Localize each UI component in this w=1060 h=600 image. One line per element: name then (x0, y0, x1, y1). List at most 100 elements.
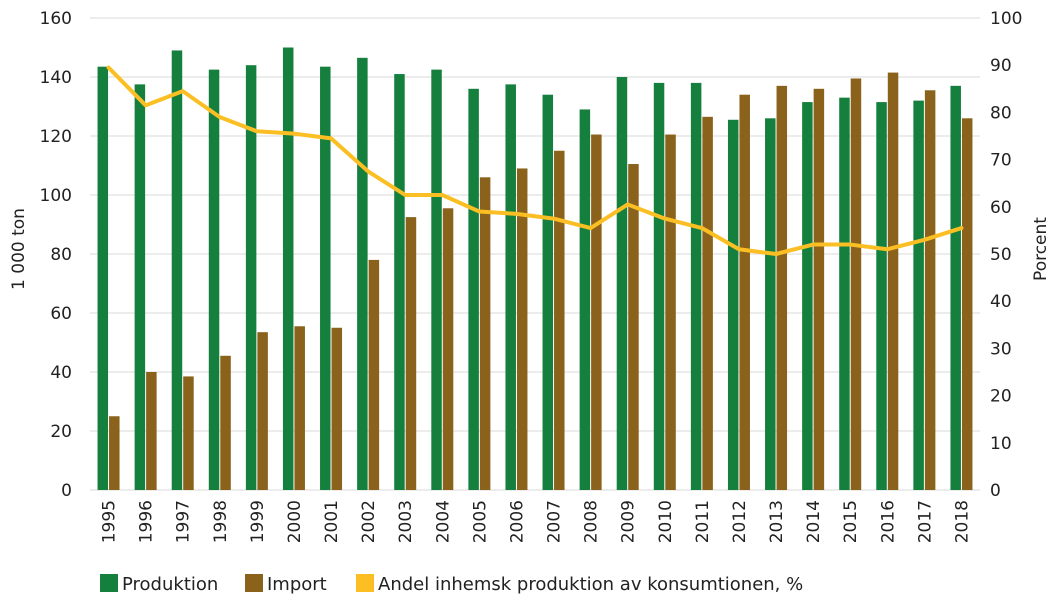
legend-swatch-produktion (100, 574, 118, 592)
x-tick-label-2001: 2001 (322, 500, 342, 543)
x-tick-label-2009: 2009 (619, 500, 639, 543)
bar-produktion-2001 (320, 66, 331, 491)
bar-produktion-2007 (542, 94, 554, 490)
bar-import-2001 (331, 327, 343, 490)
bar-produktion-2008 (579, 109, 591, 490)
bar-import-2008 (591, 134, 602, 490)
x-tick-label-2006: 2006 (507, 500, 527, 543)
left-axis-title: 1 000 ton (9, 208, 29, 290)
bar-produktion-2012 (727, 119, 739, 491)
bar-import-2015 (850, 78, 862, 490)
x-tick-label-2015: 2015 (841, 500, 861, 543)
line-series-group (106, 65, 964, 256)
bar-produktion-1996 (134, 84, 146, 490)
bar-produktion-2004 (431, 69, 442, 490)
legend: Produktion Import Andel inhemsk produkti… (100, 574, 803, 595)
bar-produktion-2011 (690, 82, 702, 491)
bar-produktion-2000 (282, 47, 294, 490)
x-tick-label-2000: 2000 (285, 500, 305, 543)
bar-series-group (97, 47, 973, 491)
legend-label-import: Import (267, 574, 327, 595)
right-tick-label: 70 (990, 151, 1012, 171)
bar-produktion-1997 (171, 50, 183, 490)
right-tick-label: 30 (990, 339, 1012, 359)
x-tick-label-2011: 2011 (693, 500, 713, 543)
bar-produktion-2015 (839, 97, 850, 491)
x-tick-label-1998: 1998 (211, 500, 231, 543)
bar-produktion-2009 (616, 77, 628, 490)
x-tick-label-2014: 2014 (804, 500, 824, 543)
bar-import-2009 (628, 164, 639, 490)
bar-import-2016 (887, 72, 899, 490)
bar-produktion-2016 (876, 102, 887, 490)
right-tick-label: 90 (990, 56, 1012, 76)
bar-produktion-2002 (357, 57, 368, 490)
legend-swatch-import (245, 574, 263, 592)
bar-produktion-1998 (208, 69, 220, 490)
x-tick-label-2008: 2008 (582, 500, 602, 543)
x-tick-label-2013: 2013 (767, 500, 787, 543)
bar-produktion-2014 (802, 102, 813, 490)
right-tick-label: 50 (990, 245, 1012, 265)
bar-import-1995 (109, 416, 120, 490)
bar-import-2013 (776, 85, 788, 490)
x-tick-label-2018: 2018 (952, 500, 972, 543)
legend-swatch-andel (356, 574, 374, 592)
right-tick-label: 20 (990, 387, 1012, 407)
bar-import-2003 (405, 217, 417, 490)
left-tick-label: 20 (50, 422, 72, 442)
x-tick-label-1995: 1995 (100, 500, 120, 543)
left-tick-label: 120 (40, 127, 72, 147)
line-andel-series (106, 65, 964, 256)
left-tick-label: 100 (40, 186, 72, 206)
bar-import-1996 (146, 372, 157, 490)
bar-import-2002 (368, 259, 380, 490)
bar-produktion-1995 (97, 66, 109, 491)
left-tick-label: 80 (50, 245, 72, 265)
legend-label-andel: Andel inhemsk produktion av konsumtionen… (378, 574, 803, 595)
legend-label-produktion: Produktion (122, 574, 218, 595)
bar-import-1997 (183, 376, 194, 490)
bar-produktion-2013 (765, 118, 776, 491)
x-tick-label-2005: 2005 (470, 500, 490, 543)
left-tick-label: 40 (50, 363, 72, 383)
bar-produktion-1999 (245, 65, 257, 490)
bar-import-2004 (442, 208, 454, 490)
bar-import-2006 (516, 168, 528, 490)
x-tick-label-2002: 2002 (359, 500, 379, 543)
left-tick-label: 140 (40, 68, 72, 88)
right-axis-title: Porcent (1031, 217, 1051, 281)
x-tick-label-2017: 2017 (915, 500, 935, 543)
x-axis-ticks: 1995 1996 1997 1998 1999 2000 2001 2002 2003 2004… (100, 500, 973, 543)
x-tick-label-2007: 2007 (545, 500, 565, 543)
bar-import-1999 (257, 332, 268, 490)
bar-produktion-2017 (913, 100, 924, 490)
x-tick-label-2003: 2003 (396, 500, 416, 543)
bar-import-2014 (813, 88, 825, 491)
bar-produktion-2005 (468, 88, 479, 491)
bar-import-2012 (739, 94, 750, 490)
bar-import-2010 (665, 134, 676, 490)
gridlines (90, 17, 980, 491)
right-tick-label: 40 (990, 292, 1012, 312)
right-tick-label: 100 (990, 9, 1022, 29)
right-tick-label: 80 (990, 103, 1012, 123)
bar-import-2005 (479, 177, 491, 491)
left-tick-label: 60 (50, 304, 72, 324)
right-tick-label: 60 (990, 198, 1012, 218)
x-tick-label-2016: 2016 (878, 500, 898, 543)
x-tick-label-2010: 2010 (656, 500, 676, 543)
bar-produktion-2003 (394, 74, 405, 491)
left-tick-label: 160 (40, 9, 72, 29)
bar-produktion-2018 (950, 85, 961, 490)
left-tick-label: 0 (61, 481, 72, 501)
x-tick-label-1996: 1996 (137, 500, 157, 543)
x-tick-label-2012: 2012 (730, 500, 750, 543)
right-tick-label: 0 (990, 481, 1001, 501)
right-axis-ticks: 0 10 20 30 40 50 60 70 80 90 100 (990, 9, 1022, 501)
left-axis-ticks: 0 20 40 60 80 100 120 140 160 (40, 9, 72, 501)
right-tick-label: 10 (990, 434, 1012, 454)
x-tick-label-1997: 1997 (174, 500, 194, 543)
